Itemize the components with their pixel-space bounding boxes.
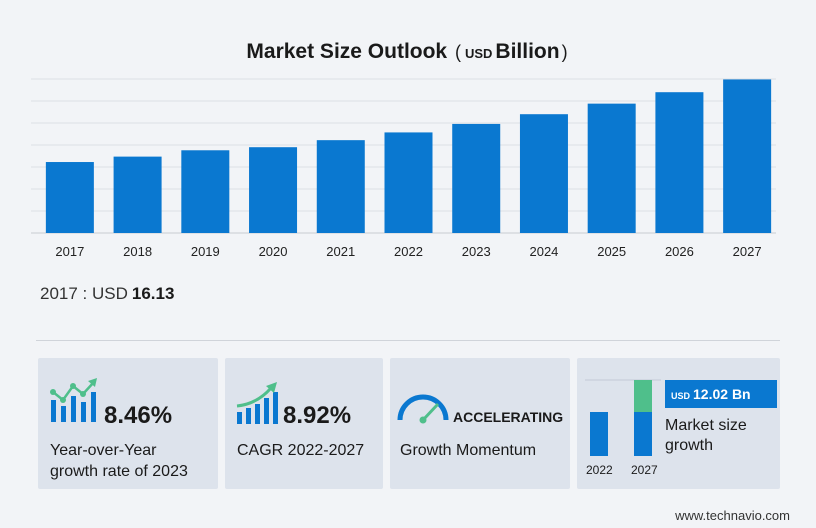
bar-2024 [519, 114, 568, 233]
cagr-card: 8.92% CAGR 2022-2027 [225, 358, 383, 489]
cagr-desc: CAGR 2022-2027 [237, 442, 365, 459]
bar-2017 [45, 162, 94, 233]
x-tick-label: 2023 [462, 244, 491, 259]
momentum-desc: Growth Momentum [400, 442, 537, 459]
cagr-chart-icon [236, 382, 278, 424]
increment-card: 2022 2027 Market size growth [577, 358, 780, 489]
momentum-card: ACCELERATING Growth Momentum [390, 358, 570, 489]
yoy-desc-line2: growth rate of 2023 [50, 463, 188, 480]
increment-desc-line1: Market size [665, 417, 747, 434]
speedometer-icon [397, 394, 449, 424]
bar-2025 [587, 103, 636, 233]
growth-bars-icon [50, 378, 97, 422]
cagr-value: 8.92% [283, 402, 352, 429]
mini-bar-2027-growth [634, 380, 652, 412]
section-divider [36, 340, 780, 341]
first-year-number: 16.13 [131, 284, 175, 303]
first-year-value: 2017 : USD 16.13 [40, 284, 174, 304]
mini-bar-2022 [590, 412, 608, 456]
bar-2023 [452, 123, 501, 233]
x-tick-label: 2019 [191, 244, 220, 259]
chart-title-main: Market Size Outlook [246, 40, 448, 63]
x-tick-label: 2026 [665, 244, 694, 259]
chart-title-paren-close: ) [561, 42, 568, 62]
x-tick-label: 2022 [394, 244, 423, 259]
increment-badge-unit: USD [671, 391, 691, 401]
yoy-value: 8.46% [104, 402, 173, 429]
bar-chart: 2017 2018 2019 2020 2021 2022 2023 2024 2025 2026… [31, 78, 776, 259]
x-tick-label: 2024 [529, 244, 558, 259]
chart-title: Market Size Outlook (USD Billion) [0, 40, 816, 64]
mini-label-2022: 2022 [586, 463, 613, 477]
mini-bar-2027-base [634, 412, 652, 456]
bar-2019 [181, 150, 230, 233]
bar-2018 [113, 156, 162, 233]
increment-badge: USD 12.02 Bn [665, 380, 777, 408]
increment-badge-value: 12.02 Bn [693, 386, 751, 402]
source-footer: www.technavio.com [675, 508, 790, 523]
x-tick-label: 2020 [259, 244, 288, 259]
first-year-label: 2017 : USD [40, 284, 128, 303]
x-tick-label: 2021 [326, 244, 355, 259]
x-tick-label: 2017 [55, 244, 84, 259]
bar-2026 [655, 92, 704, 233]
yoy-desc-line1: Year-over-Year [50, 442, 157, 459]
increment-desc-line2: growth [665, 437, 714, 454]
bar-2021 [316, 140, 365, 233]
bar-2027 [723, 79, 772, 233]
mini-label-2027: 2027 [631, 463, 658, 477]
chart-title-unit-prefix: USD [464, 46, 493, 61]
x-tick-label: 2025 [597, 244, 626, 259]
x-tick-label: 2018 [123, 244, 152, 259]
chart-title-unit: Billion [495, 40, 560, 63]
chart-title-paren-open: ( [454, 42, 461, 62]
yoy-card: 8.46% Year-over-Year growth rate of 2023 [38, 358, 218, 489]
x-tick-label: 2027 [733, 244, 762, 259]
momentum-status: ACCELERATING [453, 409, 564, 425]
increment-mini-chart [585, 379, 661, 456]
bar-2020 [249, 147, 298, 233]
bar-2022 [384, 132, 433, 233]
